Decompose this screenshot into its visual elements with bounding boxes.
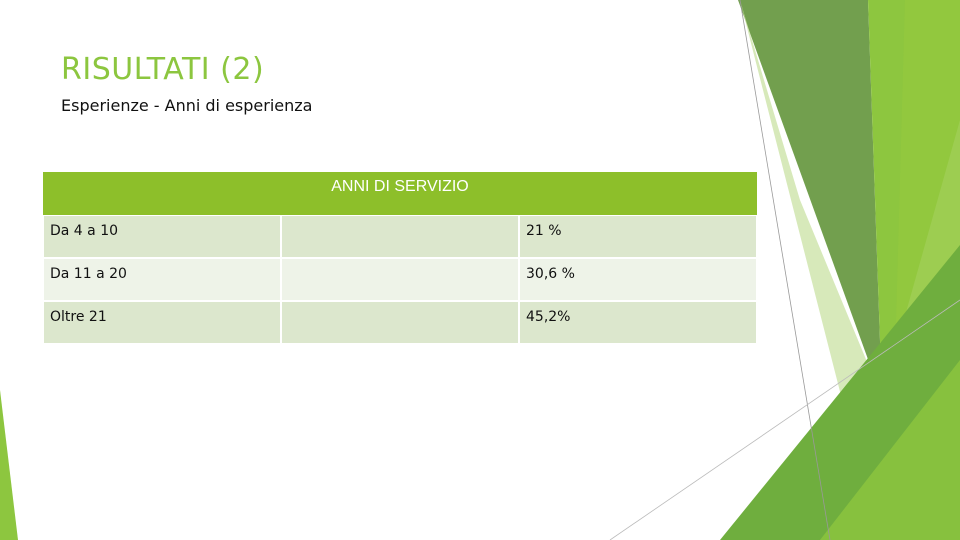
row-value: 21 % [519, 215, 757, 258]
row-label: Da 11 a 20 [43, 258, 281, 301]
table-header: ANNI DI SERVIZIO [43, 172, 757, 215]
table-row: Oltre 21 45,2% [43, 301, 757, 344]
empty-cell [281, 258, 519, 301]
accent-line [609, 299, 960, 540]
subtitle: Esperienze - Anni di esperienza [61, 96, 313, 115]
table-row: Da 4 a 10 21 % [43, 215, 757, 258]
row-label: Oltre 21 [43, 301, 281, 344]
accent-line [739, 0, 831, 540]
title: RISULTATI (2) [61, 52, 265, 87]
accent-band [740, 0, 882, 470]
accent-triangle [0, 390, 18, 540]
table-row: Da 11 a 20 30,6 % [43, 258, 757, 301]
table-body: Da 4 a 10 21 % Da 11 a 20 30,6 % Oltre 21 45,… [43, 215, 757, 344]
row-label: Da 4 a 10 [43, 215, 281, 258]
empty-cell [281, 215, 519, 258]
accent-band [738, 0, 882, 398]
table: ANNI DI SERVIZIO Da 4 a 10 21 % Da 11 a 20… [43, 172, 757, 344]
empty-cell [281, 301, 519, 344]
row-value: 45,2% [519, 301, 757, 344]
accent-triangle [820, 360, 960, 540]
row-value: 30,6 % [519, 258, 757, 301]
